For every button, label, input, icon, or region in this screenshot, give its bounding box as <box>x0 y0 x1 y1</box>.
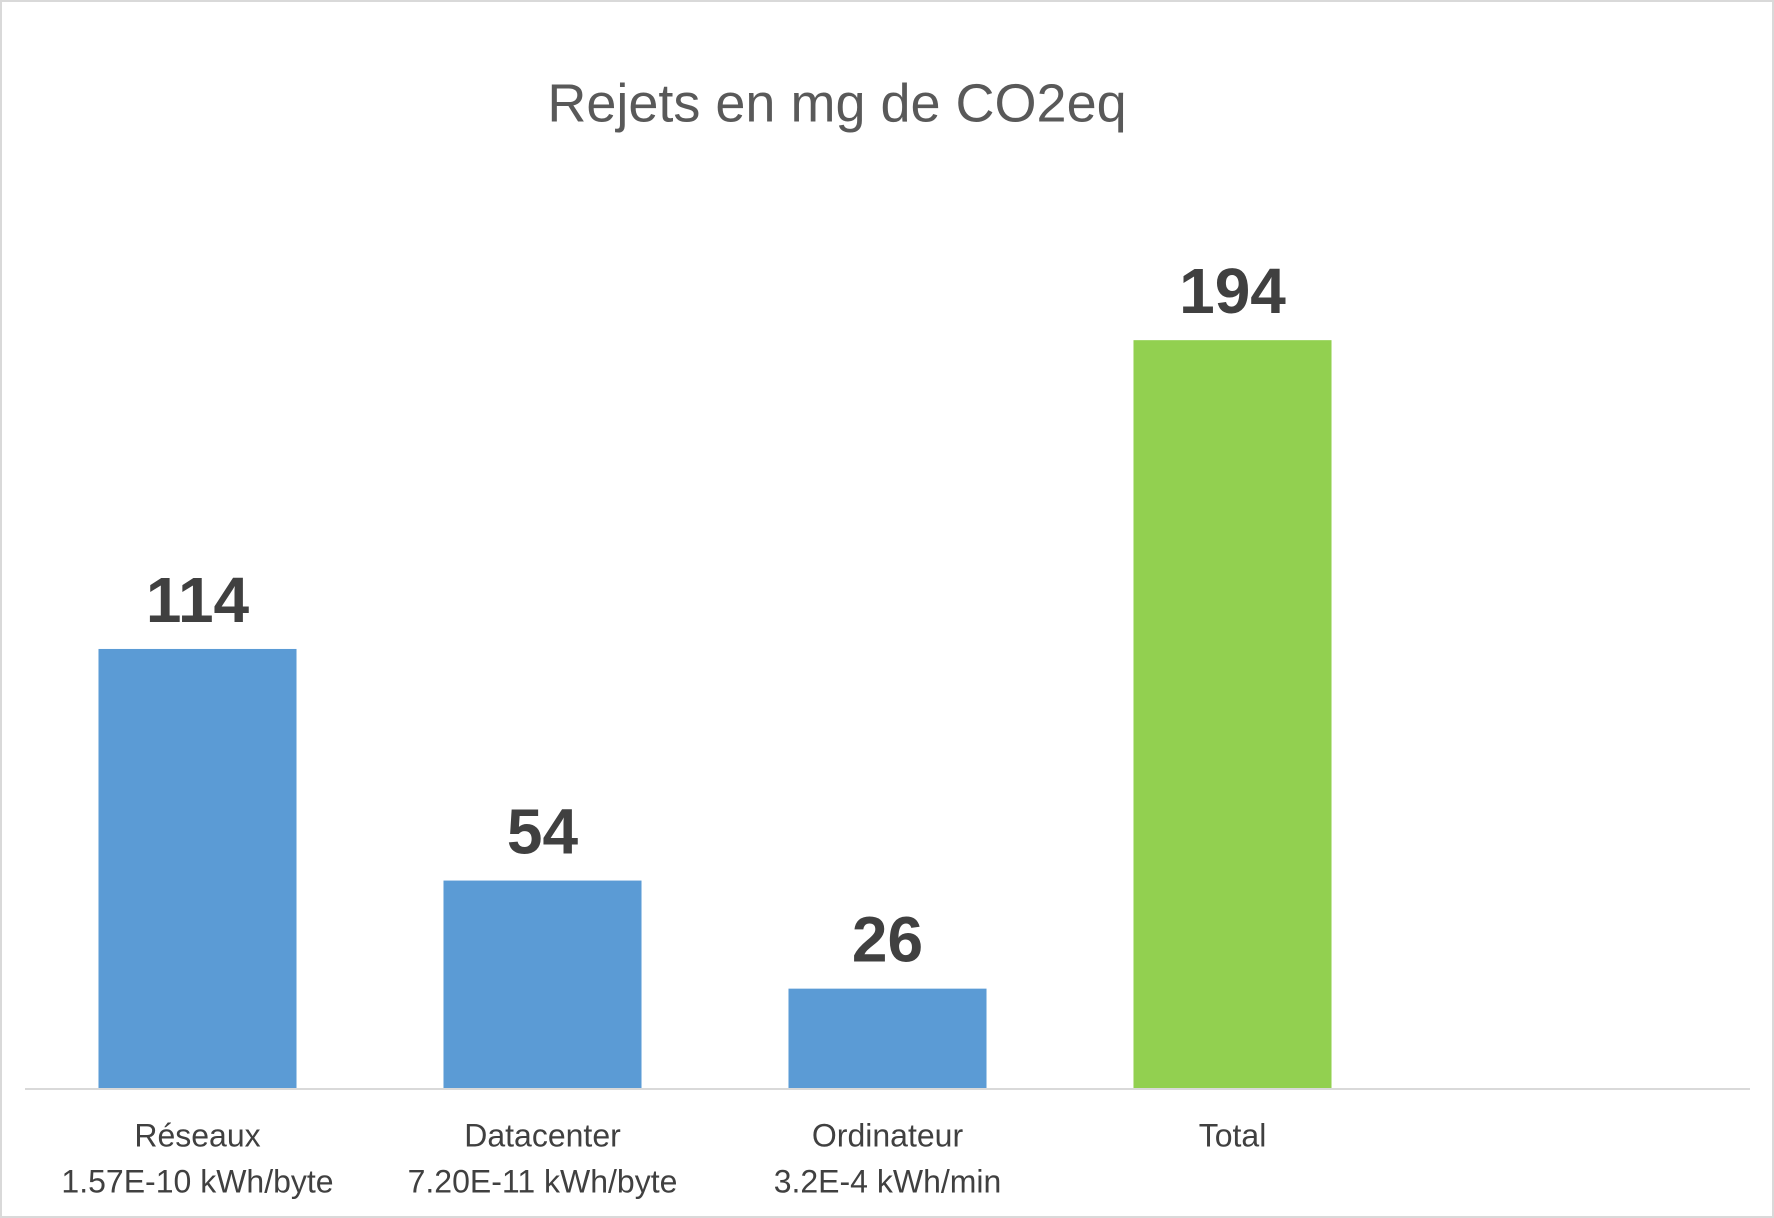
value-label: 54 <box>507 795 579 867</box>
bar <box>788 988 987 1089</box>
chart-title: Rejets en mg de CO2eq <box>547 73 1126 133</box>
x-tick-label: Total <box>1199 1117 1267 1153</box>
value-label: 26 <box>852 904 923 976</box>
value-label: 194 <box>1179 255 1286 327</box>
bar <box>98 648 297 1089</box>
x-tick-label: 3.2E-4 kWh/min <box>774 1163 1002 1199</box>
bar <box>1133 340 1332 1089</box>
x-tick-label: Ordinateur <box>812 1117 964 1153</box>
value-label: 114 <box>146 564 250 636</box>
x-tick-label: 1.57E-10 kWh/byte <box>61 1163 333 1199</box>
x-tick-label: Datacenter <box>464 1117 621 1153</box>
x-tick-label: 7.20E-11 kWh/byte <box>408 1163 678 1199</box>
bar <box>443 880 642 1089</box>
x-tick-label: Réseaux <box>134 1117 260 1153</box>
